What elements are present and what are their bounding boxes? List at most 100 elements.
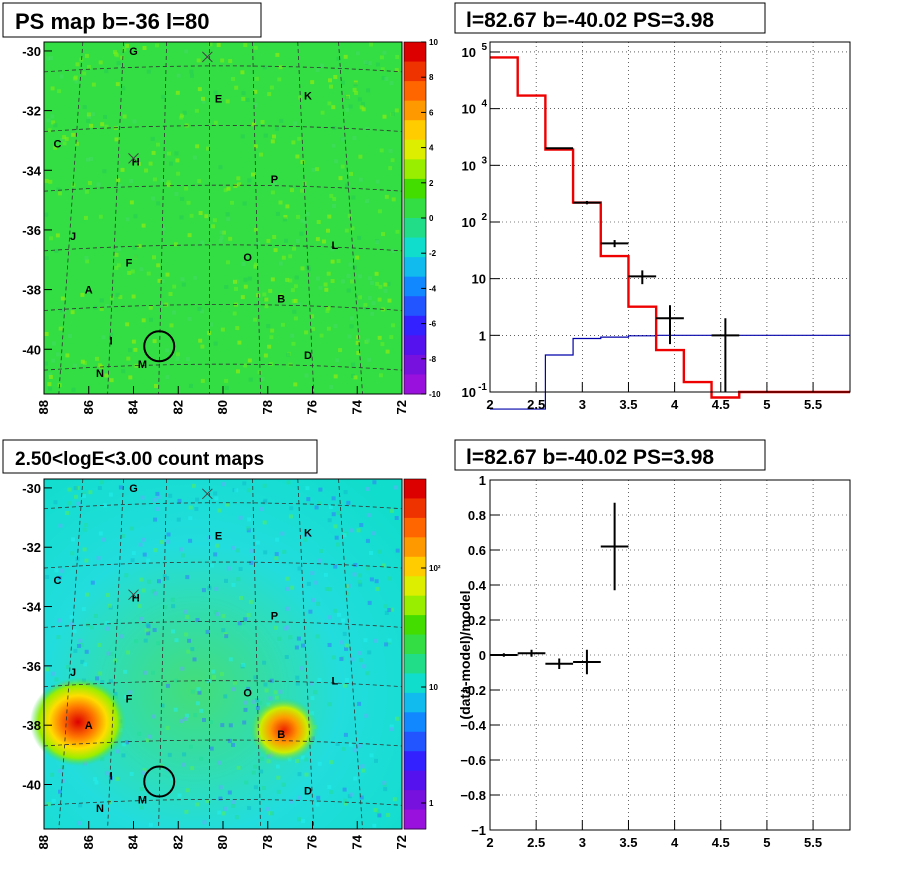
noise-pixel	[247, 517, 252, 522]
noise-pixel	[283, 215, 288, 219]
noise-pixel	[243, 43, 248, 48]
x-tick-label: 2.5	[527, 397, 545, 412]
noise-pixel	[206, 146, 210, 151]
noise-pixel	[236, 577, 241, 582]
colorbar-cell	[404, 770, 426, 791]
source-label-g: G	[129, 46, 138, 58]
noise-pixel	[378, 284, 383, 289]
colorbar-tick-label: 1	[429, 799, 434, 808]
noise-pixel	[390, 158, 395, 163]
noise-pixel	[104, 69, 109, 74]
noise-pixel	[390, 112, 395, 117]
noise-pixel	[221, 482, 225, 487]
x-tick-label: 86	[81, 400, 96, 414]
noise-pixel	[247, 358, 252, 363]
noise-pixel	[225, 99, 230, 104]
noise-pixel	[382, 50, 387, 55]
noise-pixel	[192, 657, 197, 662]
noise-pixel	[290, 288, 295, 293]
noise-pixel	[165, 375, 170, 380]
noise-pixel	[80, 659, 85, 664]
noise-pixel	[231, 800, 236, 805]
colorbar-cell	[404, 498, 426, 519]
noise-pixel	[253, 675, 258, 680]
noise-pixel	[234, 488, 239, 493]
noise-pixel	[202, 718, 206, 722]
noise-pixel	[52, 341, 56, 346]
noise-pixel	[330, 279, 335, 283]
noise-pixel	[109, 378, 114, 383]
noise-pixel	[165, 272, 170, 277]
noise-pixel	[109, 296, 114, 301]
noise-pixel	[267, 92, 272, 97]
noise-pixel	[155, 507, 160, 511]
noise-pixel	[240, 70, 245, 75]
noise-pixel	[188, 516, 193, 521]
noise-pixel	[115, 292, 120, 297]
noise-pixel	[129, 526, 134, 531]
source-label-g: G	[129, 483, 138, 495]
noise-pixel	[151, 589, 156, 594]
noise-pixel	[365, 486, 370, 491]
noise-pixel	[80, 359, 85, 364]
noise-pixel	[293, 298, 298, 303]
noise-pixel	[311, 167, 316, 172]
noise-pixel	[253, 144, 258, 149]
noise-pixel	[55, 233, 60, 238]
noise-pixel	[367, 276, 372, 281]
noise-pixel	[326, 271, 331, 276]
noise-pixel	[114, 265, 119, 270]
longitude-line	[338, 478, 363, 830]
noise-pixel	[171, 604, 176, 609]
y-tick-label: -36	[22, 659, 41, 674]
noise-pixel	[122, 47, 127, 52]
noise-pixel	[91, 82, 96, 87]
noise-pixel	[317, 761, 322, 766]
noise-pixel	[86, 118, 91, 123]
noise-pixel	[48, 179, 53, 184]
noise-pixel	[105, 593, 110, 597]
noise-pixel	[170, 776, 175, 781]
noise-pixel	[355, 294, 360, 299]
noise-pixel	[365, 199, 369, 204]
residual-title-box	[454, 439, 766, 471]
noise-pixel	[325, 308, 330, 313]
noise-pixel	[212, 218, 217, 223]
noise-pixel	[369, 753, 374, 758]
noise-pixel	[352, 87, 357, 92]
noise-pixel	[141, 537, 146, 542]
colorbar-cell	[404, 335, 426, 356]
noise-pixel	[112, 658, 117, 663]
noise-pixel	[310, 314, 315, 319]
y-tick-label: −0.4	[460, 718, 486, 733]
noise-pixel	[214, 586, 219, 591]
ps-map-title: PS map b=-36 l=80	[15, 9, 209, 34]
noise-pixel	[255, 698, 260, 703]
colorbar-cell	[404, 257, 426, 278]
noise-pixel	[75, 141, 79, 146]
noise-pixel	[232, 680, 237, 685]
noise-pixel	[218, 165, 223, 170]
noise-pixel	[104, 771, 109, 776]
noise-pixel	[174, 678, 179, 683]
noise-pixel	[126, 650, 130, 655]
noise-pixel	[369, 551, 373, 555]
noise-pixel	[284, 238, 288, 243]
noise-pixel	[108, 776, 113, 781]
latitude-line	[43, 244, 403, 252]
noise-pixel	[262, 292, 267, 297]
x-tick-label: 82	[170, 835, 185, 849]
noise-pixel	[253, 227, 258, 232]
colorbar-cell	[404, 615, 426, 636]
ps-map-noise	[44, 42, 400, 392]
noise-pixel	[198, 338, 203, 343]
colorbar-cell	[404, 751, 426, 772]
noise-pixel	[334, 535, 339, 540]
noise-pixel	[247, 178, 252, 183]
noise-pixel	[120, 55, 125, 60]
noise-pixel	[331, 655, 336, 660]
noise-pixel	[236, 369, 240, 374]
noise-pixel	[121, 86, 126, 91]
latitude-line	[43, 798, 403, 806]
